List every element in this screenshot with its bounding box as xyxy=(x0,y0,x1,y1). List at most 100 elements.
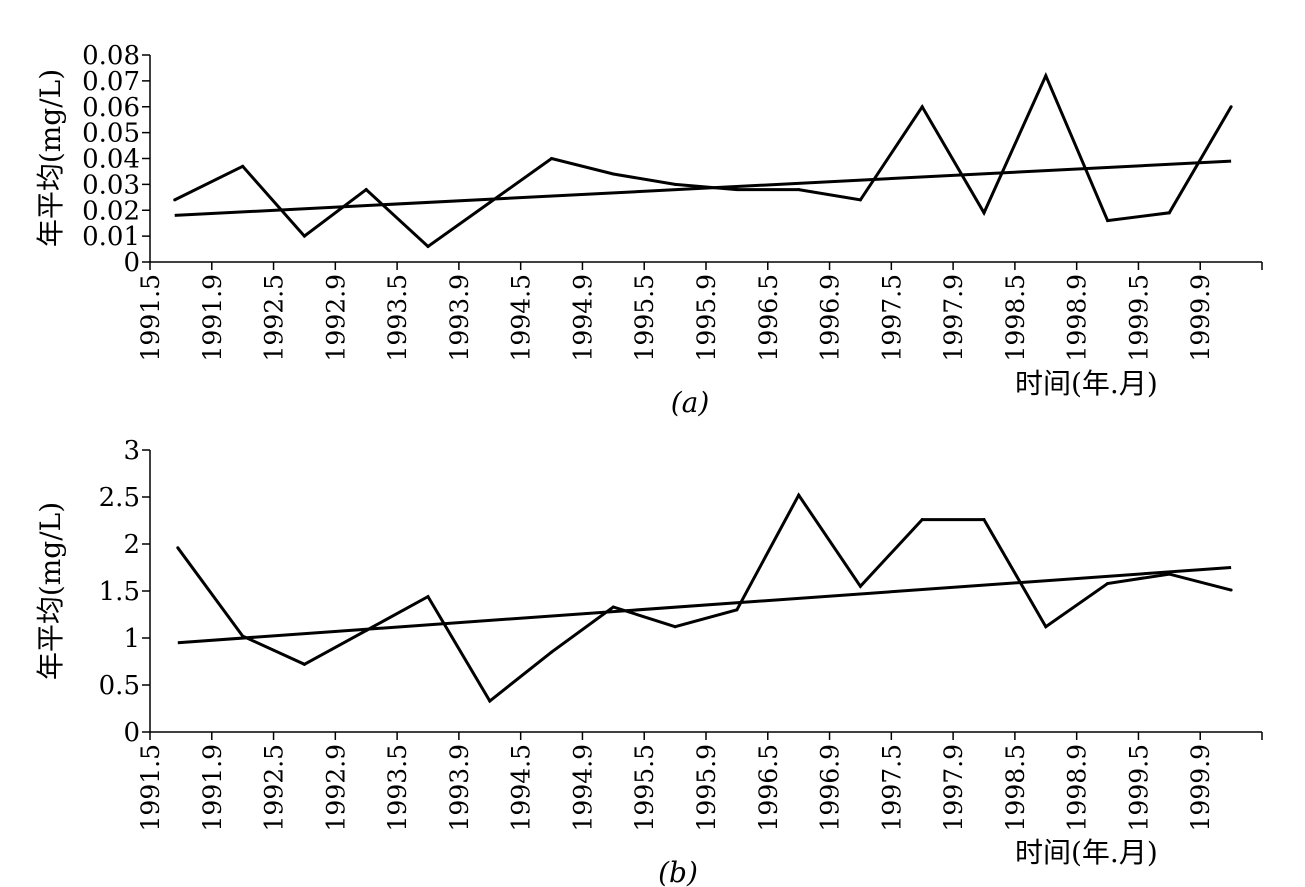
x-tick-label: 1991.9 xyxy=(198,274,227,361)
y-tick-label: 3 xyxy=(123,436,140,466)
panel-label: (b) xyxy=(658,856,698,887)
data-point xyxy=(1044,74,1048,78)
y-tick-label: 2 xyxy=(123,530,140,560)
y-tick-label: 0.06 xyxy=(82,93,140,123)
data-point xyxy=(797,188,801,192)
y-tick-label: 0.5 xyxy=(99,671,140,701)
data-point xyxy=(1229,105,1233,109)
x-tick-label: 1993.9 xyxy=(445,274,474,361)
x-tick-label: 1995.9 xyxy=(692,274,721,361)
x-tick-label: 1997.9 xyxy=(939,744,968,831)
x-tick-label: 1993.9 xyxy=(445,744,474,831)
x-axis-label: 时间(年.月) xyxy=(1015,836,1158,869)
y-tick-label: 0 xyxy=(123,718,140,748)
data-point xyxy=(241,164,245,168)
x-tick-label: 1997.9 xyxy=(939,274,968,361)
data-point xyxy=(982,211,986,215)
y-tick-label: 0.04 xyxy=(82,145,140,175)
x-tick-label: 1994.9 xyxy=(568,274,597,361)
data-point xyxy=(735,608,739,612)
data-point xyxy=(1106,219,1110,223)
x-tick-label: 1999.5 xyxy=(1124,274,1153,361)
y-tick-label: 0 xyxy=(123,248,140,278)
y-tick-label: 0.03 xyxy=(82,170,140,200)
x-tick-label: 1996.5 xyxy=(754,274,783,361)
x-tick-label: 1996.5 xyxy=(754,744,783,831)
data-point xyxy=(426,244,430,248)
y-axis-label: 年平均(mg/L) xyxy=(34,502,67,680)
y-axis-label: 年平均(mg/L) xyxy=(34,69,67,247)
data-point xyxy=(735,188,739,192)
y-tick-label: 0.07 xyxy=(82,67,140,97)
x-tick-label: 1998.5 xyxy=(1001,274,1030,361)
data-point xyxy=(1044,625,1048,629)
data-point xyxy=(302,662,306,666)
data-point xyxy=(1167,572,1171,576)
chart-panel-b: 0 0.5 1 1.5 2 2.5 3 1991.5 1991.9 1992.5 1992.9 199… xyxy=(34,436,1263,887)
data-point xyxy=(673,182,677,186)
x-tick-label: 1992.9 xyxy=(321,744,350,831)
data-point xyxy=(673,625,677,629)
x-tick-label: 1998.9 xyxy=(1063,744,1092,831)
x-tick-label: 1992.5 xyxy=(260,744,289,831)
data-point xyxy=(920,518,924,522)
data-point xyxy=(1229,588,1233,592)
x-tick-label: 1991.5 xyxy=(136,744,165,831)
data-point xyxy=(426,595,430,599)
data-point xyxy=(173,198,177,202)
x-tick-label: 1992.9 xyxy=(321,274,350,361)
data-point xyxy=(611,172,615,176)
panel-label: (a) xyxy=(671,386,710,419)
data-point xyxy=(488,200,492,204)
y-tick-label: 2.5 xyxy=(99,483,140,513)
x-axis-label: 时间(年.月) xyxy=(1015,367,1158,400)
x-tick-label: 1994.5 xyxy=(507,744,536,831)
data-point xyxy=(241,634,245,638)
series-line xyxy=(176,492,1232,704)
x-tick-label: 1999.9 xyxy=(1186,744,1215,831)
x-tick-label: 1992.5 xyxy=(260,274,289,361)
y-tick-label: 1.5 xyxy=(99,577,140,607)
x-tick-label: 1993.5 xyxy=(383,744,412,831)
chart-panel-a: 00.010.020.030.040.050.060.070.08 1991.5 1… xyxy=(34,41,1263,419)
data-point xyxy=(611,605,615,609)
data-point xyxy=(797,493,801,497)
x-tick-label: 1995.5 xyxy=(630,274,659,361)
x-tick-label: 1998.9 xyxy=(1063,274,1092,361)
trend-line xyxy=(177,566,1232,645)
y-tick-label: 0.05 xyxy=(82,119,140,149)
x-tick-label: 1998.5 xyxy=(1001,744,1030,831)
data-point xyxy=(550,650,554,654)
x-tick-label: 1995.5 xyxy=(630,744,659,831)
x-tick-label: 1996.9 xyxy=(816,274,845,361)
data-point xyxy=(1167,211,1171,215)
data-point xyxy=(488,699,492,703)
data-point xyxy=(920,105,924,109)
series-line xyxy=(174,71,1233,249)
data-point xyxy=(1106,581,1110,585)
data-point xyxy=(982,518,986,522)
data-point xyxy=(176,546,180,550)
x-tick-label: 1991.5 xyxy=(136,274,165,361)
y-tick-label: 0.02 xyxy=(82,196,140,226)
x-tick-label: 1994.9 xyxy=(568,744,597,831)
x-tick-label: 1991.9 xyxy=(198,744,227,831)
x-tick-label: 1997.5 xyxy=(877,744,906,831)
data-point xyxy=(302,234,306,238)
y-tick-label: 0.08 xyxy=(82,41,140,71)
data-point xyxy=(550,157,554,160)
x-tick-label: 1999.9 xyxy=(1186,274,1215,361)
data-point xyxy=(364,628,368,632)
data-point xyxy=(858,198,862,202)
x-tick-label: 1997.5 xyxy=(877,274,906,361)
x-tick-label: 1993.5 xyxy=(383,274,412,361)
x-tick-label: 1994.5 xyxy=(507,274,536,361)
x-tick-label: 1996.9 xyxy=(816,744,845,831)
y-tick-label: 0.01 xyxy=(82,222,140,252)
data-point xyxy=(858,584,862,588)
y-tick-label: 1 xyxy=(123,624,140,654)
x-tick-label: 1999.5 xyxy=(1124,744,1153,831)
trend-line xyxy=(174,159,1232,217)
x-tick-label: 1995.9 xyxy=(692,744,721,831)
